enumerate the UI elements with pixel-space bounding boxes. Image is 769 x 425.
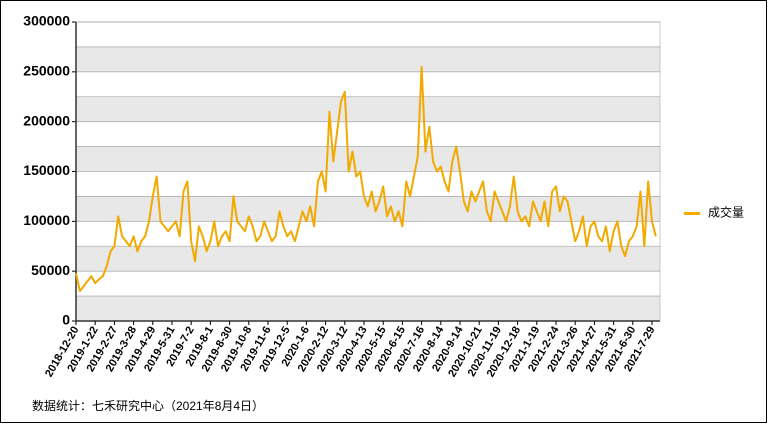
legend-label: 成交量 bbox=[708, 205, 744, 220]
y-tick-label: 300000 bbox=[23, 13, 70, 29]
y-tick-label: 100000 bbox=[23, 212, 70, 228]
data-line bbox=[75, 65, 657, 293]
grid-band bbox=[76, 296, 660, 321]
source-note: 数据统计：七禾研究中心（2021年8月4日） bbox=[32, 398, 264, 413]
grid-band bbox=[76, 96, 660, 122]
grid-band bbox=[76, 196, 660, 222]
y-tick-label: 150000 bbox=[23, 162, 70, 178]
grid-band bbox=[76, 146, 660, 172]
grid-band bbox=[76, 46, 660, 72]
y-tick-label: 50000 bbox=[31, 262, 70, 278]
grid-band bbox=[76, 246, 660, 272]
plot-border bbox=[75, 21, 661, 322]
y-tick-label: 250000 bbox=[23, 63, 70, 79]
y-tick-label: 0 bbox=[62, 312, 70, 328]
y-tick-label: 200000 bbox=[23, 112, 70, 128]
